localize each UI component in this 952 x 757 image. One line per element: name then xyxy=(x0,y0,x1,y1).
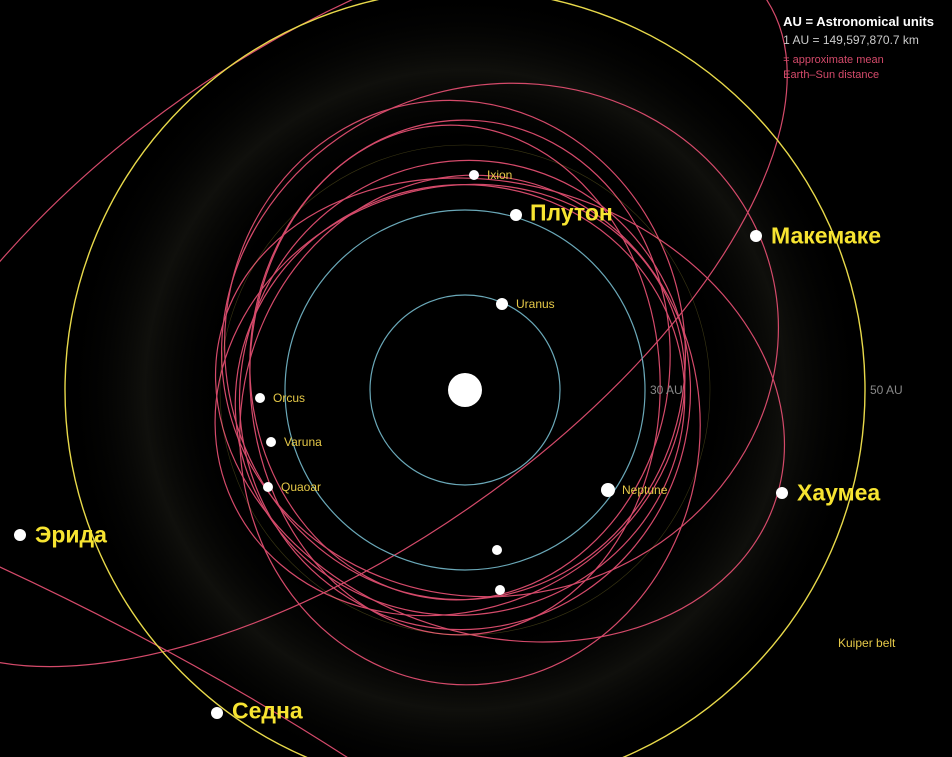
haumea-dot xyxy=(776,487,788,499)
kuiper-fill xyxy=(65,0,865,757)
sedna-dot xyxy=(211,707,223,719)
makemake-label: Макемаке xyxy=(771,223,881,250)
kuiper-outer xyxy=(65,0,865,757)
pluto-label: Плутон xyxy=(530,200,613,227)
varuna-label: Varuna xyxy=(284,435,322,449)
legend-au-value: 1 AU = 149,597,870.7 km xyxy=(783,33,934,47)
uranus-dot xyxy=(496,298,508,310)
orbit-diagram: AU = Astronomical units 1 AU = 149,597,8… xyxy=(0,0,952,757)
ixion-label: Ixion xyxy=(487,168,512,182)
eris-dot xyxy=(14,529,26,541)
varuna-dot xyxy=(266,437,276,447)
neptune-dot xyxy=(601,483,615,497)
ixion-orbit xyxy=(234,106,686,614)
sedna-orbit xyxy=(0,200,952,757)
makemake-orbit xyxy=(164,21,837,659)
orcus-orbit xyxy=(144,108,757,692)
tno-a-dot xyxy=(492,545,502,555)
eris-label: Эрида xyxy=(35,522,107,549)
uranus-label: Uranus xyxy=(516,297,555,311)
pluto-orbit xyxy=(192,70,717,629)
makemake-dot xyxy=(750,230,762,242)
orcus-label: Orcus xyxy=(273,391,305,405)
orbit-svg xyxy=(0,0,952,757)
unnamed2-orbit xyxy=(237,115,673,646)
au-50-label: 50 AU xyxy=(870,383,903,397)
haumea-orbit xyxy=(155,106,846,713)
orcus-dot xyxy=(255,393,265,403)
eris-orbit xyxy=(0,0,908,757)
ixion-dot xyxy=(469,170,479,180)
sedna-label: Седна xyxy=(232,698,303,725)
legend-note: = approximate mean Earth–Sun distance xyxy=(783,53,934,83)
au-30-label: 30 AU xyxy=(650,383,683,397)
unnamed1-orbit xyxy=(219,156,722,704)
uranus-orbit xyxy=(370,295,560,485)
legend: AU = Astronomical units 1 AU = 149,597,8… xyxy=(783,14,934,83)
quaoar-label: Quaoar xyxy=(281,480,321,494)
kuiper-inner xyxy=(220,145,710,635)
kuiper-belt-label: Kuiper belt xyxy=(838,636,895,650)
pluto-dot xyxy=(510,209,522,221)
tno-b-dot xyxy=(495,585,505,595)
haumea-label: Хаумеа xyxy=(797,480,880,507)
neptune-orbit xyxy=(285,210,645,570)
quaoar-dot xyxy=(263,482,273,492)
sun xyxy=(448,373,482,407)
neptune-label: Neptune xyxy=(622,483,667,497)
legend-title: AU = Astronomical units xyxy=(783,14,934,29)
